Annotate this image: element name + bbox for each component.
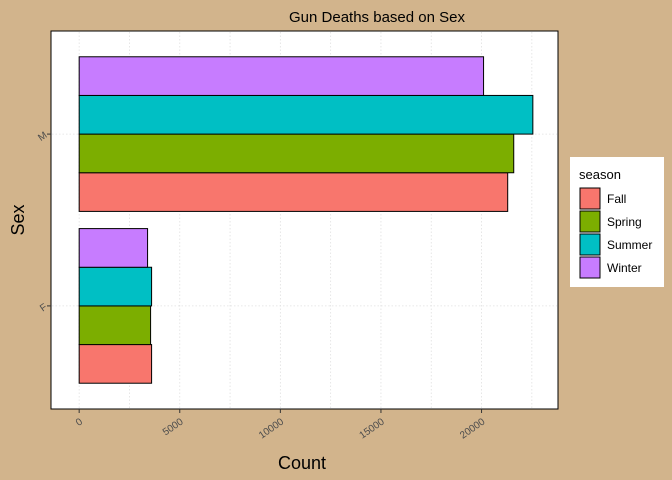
x-axis-ticks: 0 5000 10000 15000 20000 xyxy=(74,409,488,441)
x-tick-label: 20000 xyxy=(458,416,487,441)
x-tick-label: 10000 xyxy=(257,416,286,441)
bar-m-winter xyxy=(78,56,485,96)
bar-f-winter xyxy=(78,228,149,268)
x-tick-label: 15000 xyxy=(358,416,387,441)
legend-label-summer: Summer xyxy=(607,238,652,252)
legend-items: Fall Spring Summer Winter xyxy=(579,187,652,279)
y-tick-label: F xyxy=(38,302,49,315)
legend-label-spring: Spring xyxy=(607,215,642,229)
legend-label-winter: Winter xyxy=(607,261,642,275)
legend-swatch-fall xyxy=(579,187,601,210)
y-tick-label: M xyxy=(36,130,49,144)
chart-title: Gun Deaths based on Sex xyxy=(289,9,465,26)
bar-m-summer xyxy=(78,94,534,135)
bar-m-fall xyxy=(78,172,509,212)
legend: season Fall Spring Summer Winter xyxy=(570,157,664,287)
bar-f-fall xyxy=(78,344,153,384)
x-tick-label: 5000 xyxy=(161,416,186,438)
x-tick-label: 0 xyxy=(74,416,85,428)
legend-title: season xyxy=(579,167,621,182)
bar-f-summer xyxy=(78,266,153,307)
bars xyxy=(78,56,534,384)
y-axis-title: Sex xyxy=(8,204,28,235)
legend-swatch-spring xyxy=(579,210,601,233)
y-axis-ticks: FM xyxy=(36,130,51,314)
x-axis-title: Count xyxy=(278,453,326,473)
legend-label-fall: Fall xyxy=(607,192,626,206)
legend-swatch-summer xyxy=(579,233,601,256)
bar-m-spring xyxy=(78,133,515,174)
bar-f-spring xyxy=(78,305,152,346)
legend-swatch-winter xyxy=(579,256,601,279)
